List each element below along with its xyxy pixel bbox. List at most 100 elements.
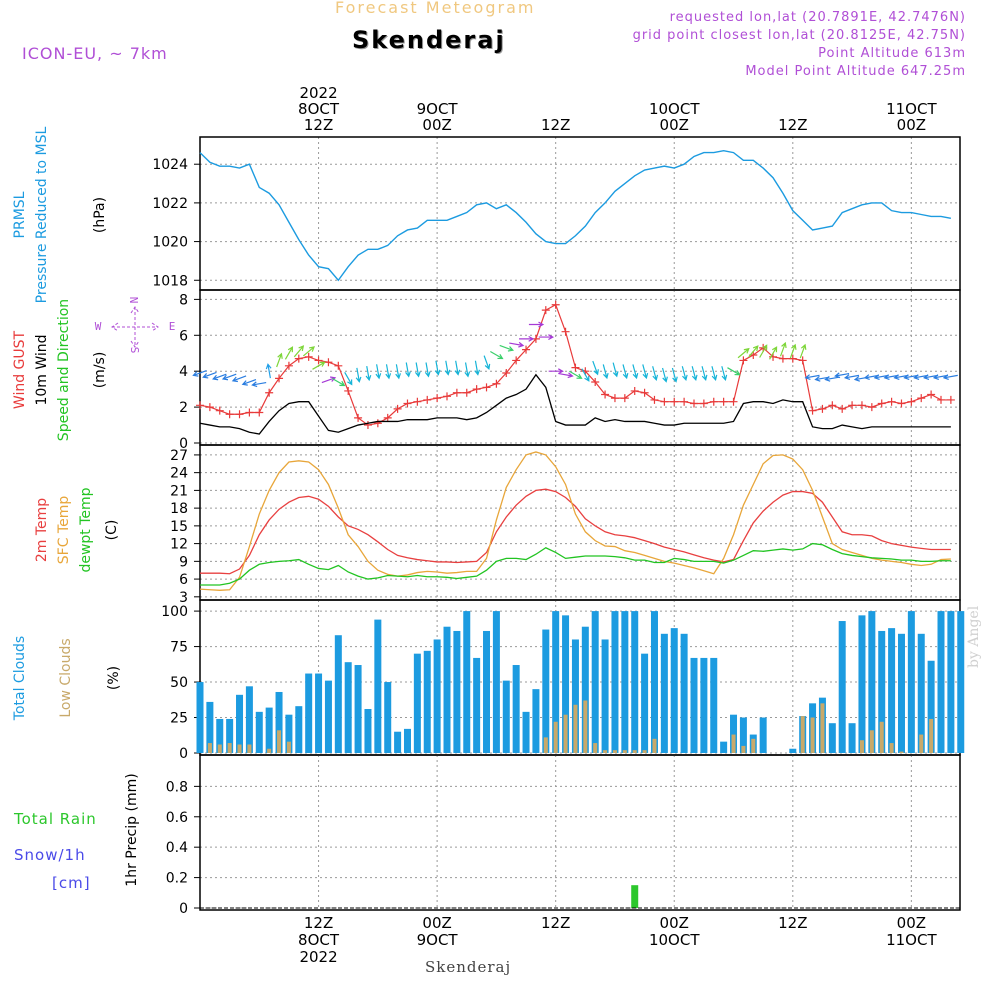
total-cloud-bar bbox=[848, 723, 856, 753]
gust-marker bbox=[492, 379, 501, 388]
wind-direction-arrow bbox=[241, 379, 257, 386]
gust-marker bbox=[680, 397, 689, 406]
low-cloud-bar bbox=[583, 700, 588, 753]
low-cloud-bar bbox=[277, 730, 282, 753]
bottom-time-label: 12Z bbox=[778, 914, 807, 932]
total-cloud-bar bbox=[670, 628, 678, 753]
wind-direction-arrow bbox=[276, 352, 283, 368]
total-cloud-bar bbox=[680, 633, 688, 753]
gust-marker bbox=[828, 401, 837, 410]
gust-marker bbox=[541, 306, 550, 315]
wind-direction-arrow bbox=[365, 365, 372, 382]
temp-unit: (C) bbox=[104, 520, 120, 541]
bottom-time-label: 00Z bbox=[660, 914, 689, 932]
low-cloud-bar bbox=[612, 750, 617, 753]
gust-marker bbox=[304, 352, 313, 361]
gust-marker bbox=[650, 395, 659, 404]
top-time-label: 12Z bbox=[541, 116, 570, 134]
wind-direction-arrow bbox=[711, 366, 718, 381]
total-cloud-bar bbox=[374, 619, 382, 753]
y-tick-label: 1020 bbox=[152, 235, 188, 251]
gust-marker bbox=[788, 354, 797, 363]
panel-0: 1018 1020 1022 1024 bbox=[152, 136, 961, 291]
wind-axis-title-1: 10m Wind bbox=[34, 334, 50, 405]
gust-marker bbox=[838, 404, 847, 413]
gust-marker bbox=[699, 399, 708, 408]
gust-marker bbox=[472, 385, 481, 394]
low-cloud-bar bbox=[929, 718, 934, 753]
gust-marker bbox=[571, 363, 580, 372]
wind-direction-arrow bbox=[569, 370, 583, 379]
gust-marker bbox=[462, 388, 471, 397]
wind-direction-arrow bbox=[231, 375, 247, 383]
gust-marker bbox=[591, 377, 600, 386]
wind-axis-title-0: Wind GUST bbox=[12, 330, 28, 409]
bottom-time-label: 10OCT bbox=[649, 931, 700, 949]
total-cloud-bar bbox=[562, 615, 570, 753]
y-tick-label: 4 bbox=[179, 364, 188, 380]
gust-marker bbox=[907, 397, 916, 406]
gust-marker bbox=[719, 397, 728, 406]
total-cloud-bar bbox=[324, 680, 332, 753]
pressure-axis-subtitle: Pressure Reduced to MSL bbox=[34, 126, 50, 303]
y-tick-label: 2 bbox=[179, 400, 188, 416]
snow-unit-label: [cm] bbox=[52, 874, 91, 892]
wind-direction-arrow bbox=[509, 341, 525, 348]
total-cloud-bar bbox=[344, 662, 352, 753]
wind-direction-arrow bbox=[652, 366, 659, 381]
total-cloud-bar bbox=[878, 630, 886, 753]
wind-direction-arrow bbox=[483, 355, 491, 370]
total-cloud-bar bbox=[739, 717, 747, 753]
wind-direction-arrow bbox=[434, 360, 441, 376]
gust-marker bbox=[225, 410, 234, 419]
low-cloud-bar bbox=[889, 743, 894, 753]
total-cloud-bar bbox=[413, 653, 421, 753]
top-time-label: 10OCT bbox=[649, 100, 700, 118]
low-cloud-bar bbox=[820, 703, 825, 753]
total-cloud-bar bbox=[473, 657, 481, 753]
wind-direction-arrow bbox=[528, 321, 545, 328]
wind-direction-arrow bbox=[558, 372, 574, 379]
y-tick-label: 1024 bbox=[152, 157, 188, 173]
panel-frame bbox=[199, 599, 961, 756]
gust-marker bbox=[344, 386, 353, 395]
total-cloud-bar bbox=[660, 633, 668, 753]
y-tick-label: 75 bbox=[170, 640, 188, 656]
wind-direction-arrow bbox=[769, 346, 778, 360]
total-cloud-bar bbox=[690, 657, 698, 753]
gust-marker bbox=[917, 394, 926, 403]
temp-axis-title-1: SFC Temp bbox=[56, 496, 72, 565]
gust-marker bbox=[423, 395, 432, 404]
low-cloud-bar bbox=[919, 734, 924, 753]
low-cloud-bar bbox=[642, 750, 647, 753]
total-cloud-bar bbox=[206, 701, 214, 753]
total-cloud-bar bbox=[245, 686, 253, 753]
cloud-unit: (%) bbox=[106, 666, 122, 690]
gust-marker bbox=[660, 397, 669, 406]
gust-marker bbox=[324, 358, 333, 367]
pressure-unit: (hPa) bbox=[92, 197, 108, 233]
panel-frame bbox=[199, 289, 961, 446]
total-cloud-bar bbox=[601, 639, 609, 753]
bottom-time-label: 00Z bbox=[897, 914, 926, 932]
total-cloud-bar bbox=[354, 665, 362, 753]
y-tick-label: 9 bbox=[179, 554, 188, 570]
panel-4: 0 0.2 0.4 0.6 0.8 bbox=[166, 754, 961, 917]
wind-axis-title-2: Speed and Direction bbox=[56, 299, 72, 441]
total-cloud-bar bbox=[730, 714, 738, 753]
low-cloud-bar bbox=[810, 717, 815, 753]
gust-marker bbox=[561, 327, 570, 336]
y-tick-label: 6 bbox=[179, 328, 188, 344]
compass-north: N bbox=[127, 297, 140, 304]
wind-direction-arrow bbox=[464, 362, 471, 378]
total-cloud-bar bbox=[423, 650, 431, 753]
total-cloud-bar bbox=[957, 611, 965, 753]
total-cloud-bar bbox=[897, 633, 905, 753]
model-label: ICON-EU, ~ 7km bbox=[22, 44, 168, 63]
wind-unit: (m/s) bbox=[92, 352, 108, 389]
wind-direction-arrow bbox=[444, 360, 451, 376]
gust-marker bbox=[640, 388, 649, 397]
gust-marker bbox=[383, 413, 392, 422]
y-tick-label: 12 bbox=[170, 537, 188, 553]
